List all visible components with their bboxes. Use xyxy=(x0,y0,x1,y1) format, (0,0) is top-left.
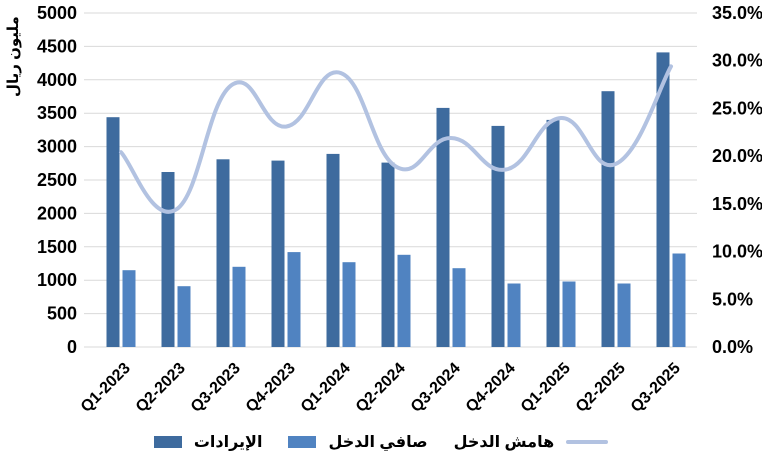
left-axis-tick-label: 4000 xyxy=(37,70,77,90)
right-axis-tick-label: 20.0% xyxy=(712,146,762,166)
x-axis-label: Q4-2024 xyxy=(463,360,519,416)
x-axis-label: Q2-2024 xyxy=(353,360,409,416)
x-axis-label: Q1-2023 xyxy=(78,360,134,416)
right-axis-tick-label: 35.0% xyxy=(712,3,762,23)
revenue-bar xyxy=(436,107,450,348)
net-income-bar xyxy=(452,268,466,347)
x-axis-label: Q1-2025 xyxy=(518,360,574,416)
revenue-swatch-icon xyxy=(153,436,182,448)
legend-label-net-income: صافي الدخل xyxy=(328,434,428,451)
left-axis-title: مليون ريال xyxy=(5,16,22,97)
x-axis-label: Q4-2023 xyxy=(243,360,299,416)
revenue-bar xyxy=(601,91,615,347)
legend-item-revenue: الإيرادات xyxy=(153,432,263,452)
revenue-bar xyxy=(546,119,560,348)
right-axis-tick-label: 15.0% xyxy=(712,194,762,214)
left-axis-tick-label: 1000 xyxy=(37,270,77,290)
net-income-bar xyxy=(562,281,576,347)
revenue-bar xyxy=(656,52,670,348)
net-income-bar xyxy=(397,254,411,347)
net-income-bar xyxy=(617,283,631,347)
revenue-bar xyxy=(326,153,340,347)
net-income-bar xyxy=(177,286,191,347)
right-axis-tick-label: 30.0% xyxy=(712,51,762,71)
left-axis-tick-label: 4500 xyxy=(37,36,77,56)
left-axis-tick-label: 3000 xyxy=(37,137,77,157)
net-income-bar xyxy=(507,283,521,347)
net-income-bar xyxy=(672,253,686,347)
revenue-bar xyxy=(271,160,285,347)
x-axis-label: Q2-2023 xyxy=(133,360,189,416)
legend-label-revenue: الإيرادات xyxy=(193,434,263,451)
left-axis-tick-label: 1500 xyxy=(37,237,77,257)
chart-plot-area: 0 500 1000 1500 2000 2500 3000 3500 4000 4500 5000… xyxy=(5,3,762,416)
right-axis-tick-label: 5.0% xyxy=(712,289,753,309)
revenue-bar xyxy=(106,117,120,347)
right-axis-tick-label: 0.0% xyxy=(712,337,753,357)
net-income-bar xyxy=(232,266,246,347)
left-axis-tick-label: 5000 xyxy=(37,3,77,23)
x-axis-label: Q3-2025 xyxy=(628,360,684,416)
revenue-bar xyxy=(161,172,175,347)
revenue-bar xyxy=(216,159,230,347)
left-axis-tick-label: 0 xyxy=(67,337,77,357)
right-axis-tick-label: 10.0% xyxy=(712,242,762,262)
margin-line xyxy=(119,64,673,214)
legend-item-net-income: صافي الدخل xyxy=(288,432,428,452)
x-axis-label: Q1-2024 xyxy=(298,360,354,416)
left-axis-tick-label: 500 xyxy=(47,304,77,324)
revenue-bar xyxy=(381,162,395,347)
net-income-bar xyxy=(122,270,136,347)
left-axis-tick-label: 2000 xyxy=(37,203,77,223)
net-income-swatch-icon xyxy=(288,436,317,448)
legend-item-margin: هامش الدخل xyxy=(454,432,609,452)
legend-label-margin: هامش الدخل xyxy=(453,434,555,451)
chart-legend: الإيرادات صافي الدخل هامش الدخل xyxy=(0,432,762,452)
net-income-bar xyxy=(287,252,301,347)
x-axis-label: Q2-2025 xyxy=(573,360,629,416)
net-income-bar xyxy=(342,262,356,347)
x-axis-label: Q3-2023 xyxy=(188,360,244,416)
left-axis-tick-label: 2500 xyxy=(37,170,77,190)
margin-line-swatch-icon xyxy=(566,440,609,444)
x-axis-label: Q3-2024 xyxy=(408,360,464,416)
revenue-bar xyxy=(491,125,505,348)
left-axis-tick-label: 3500 xyxy=(37,103,77,123)
right-axis-tick-label: 25.0% xyxy=(712,98,762,118)
